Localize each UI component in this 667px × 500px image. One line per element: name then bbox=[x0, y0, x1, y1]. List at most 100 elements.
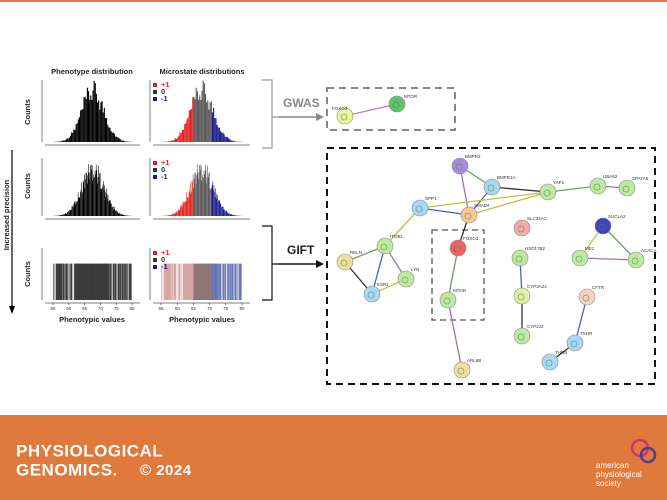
illustrative-bar bbox=[229, 213, 230, 216]
illustrative-bar bbox=[168, 215, 170, 216]
illustrative-bar bbox=[171, 214, 173, 216]
illustrative-bar bbox=[217, 195, 218, 216]
legend-swatch bbox=[153, 258, 157, 262]
illustrative-bar bbox=[90, 95, 92, 142]
x-tick-label: 80 bbox=[239, 306, 245, 311]
illustrative-bar bbox=[229, 213, 231, 216]
node-label: CYP3A24 bbox=[527, 284, 547, 289]
illustrative-bar bbox=[231, 214, 233, 216]
illustrative-bar bbox=[83, 182, 85, 216]
protein-structure bbox=[545, 359, 553, 367]
illustrative-bar bbox=[173, 139, 175, 142]
illustrative-bar bbox=[182, 202, 184, 216]
illustrative-bar bbox=[174, 138, 176, 142]
gift-box bbox=[326, 147, 656, 385]
node-label: SLC34A1 bbox=[527, 216, 547, 221]
illustrative-bar bbox=[102, 184, 104, 216]
illustrative-bar bbox=[100, 102, 102, 142]
illustrative-bar bbox=[179, 209, 181, 216]
illustrative-bar bbox=[235, 215, 236, 216]
legend-label: -1 bbox=[161, 262, 168, 271]
illustrative-bar bbox=[94, 83, 96, 142]
illustrative-bar bbox=[60, 141, 62, 142]
illustrative-bar bbox=[219, 200, 221, 216]
illustrative-bar bbox=[110, 131, 112, 142]
protein-node bbox=[571, 249, 589, 267]
illustrative-bar bbox=[226, 211, 228, 216]
column-title: Phenotype distribution bbox=[51, 67, 133, 76]
illustrative-bar bbox=[79, 197, 81, 216]
protein-structure bbox=[593, 183, 601, 191]
protein-node bbox=[388, 95, 406, 113]
illustrative-bar bbox=[105, 197, 107, 216]
legend-label: -1 bbox=[161, 172, 168, 181]
illustrative-bar bbox=[202, 178, 204, 216]
illustrative-bar bbox=[211, 187, 212, 216]
illustrative-bar bbox=[70, 210, 72, 216]
protein-node bbox=[453, 361, 471, 379]
protein-structure bbox=[570, 340, 578, 348]
illustrative-bar bbox=[191, 191, 192, 216]
illustrative-bar bbox=[182, 129, 185, 142]
publisher: physiological bbox=[596, 470, 642, 479]
protein-structure bbox=[517, 225, 525, 233]
illustrative-bar bbox=[81, 193, 83, 216]
illustrative-bar bbox=[177, 137, 179, 142]
illustrative-bar bbox=[101, 189, 103, 216]
protein-structure bbox=[401, 276, 409, 284]
illustrative-bar bbox=[59, 141, 61, 142]
illustrative-bar bbox=[231, 214, 232, 216]
protein-structure bbox=[453, 245, 461, 253]
illustrative-bar bbox=[195, 87, 197, 142]
illustrative-bar bbox=[226, 210, 227, 216]
illustrative-bar bbox=[117, 137, 119, 142]
illustrative-bar bbox=[173, 213, 174, 216]
illustrative-bar bbox=[117, 212, 119, 216]
illustrative-bar bbox=[170, 214, 172, 216]
illustrative-bar bbox=[122, 214, 124, 216]
illustrative-bar bbox=[87, 91, 90, 142]
illustrative-bar bbox=[180, 205, 181, 216]
protein-structure bbox=[631, 257, 639, 265]
illustrative-bar bbox=[89, 178, 90, 216]
illustrative-bar bbox=[215, 188, 216, 216]
illustrative-bar bbox=[216, 124, 218, 142]
illustrative-bar bbox=[178, 210, 180, 216]
illustrative-bar bbox=[69, 209, 70, 216]
illustrative-bar bbox=[80, 192, 81, 216]
illustrative-bar bbox=[108, 127, 110, 142]
highlight-box bbox=[431, 229, 485, 321]
illustrative-bar bbox=[113, 206, 115, 216]
illustrative-bar bbox=[119, 138, 121, 142]
illustrative-bar bbox=[87, 164, 89, 216]
interaction-edge bbox=[344, 103, 398, 117]
protein-node bbox=[627, 251, 645, 269]
protein-node bbox=[589, 177, 607, 195]
illustrative-bar bbox=[71, 209, 72, 216]
illustrative-bar bbox=[120, 214, 122, 216]
illustrative-bar bbox=[116, 136, 118, 142]
protein-node bbox=[439, 291, 457, 309]
protein-structure bbox=[443, 297, 451, 305]
x-tick-label: 65 bbox=[191, 306, 197, 311]
interaction-edge bbox=[459, 165, 470, 216]
illustrative-bar bbox=[231, 140, 233, 142]
illustrative-bar bbox=[123, 215, 125, 216]
illustrative-bar bbox=[208, 173, 210, 216]
illustrative-bar bbox=[120, 140, 122, 142]
illustrative-bar bbox=[112, 206, 114, 216]
protein-node bbox=[483, 178, 501, 196]
protein-structure bbox=[392, 101, 400, 109]
illustrative-bar bbox=[210, 189, 212, 216]
protein-structure bbox=[517, 333, 525, 341]
interaction-edge bbox=[491, 186, 549, 193]
illustrative-bar bbox=[71, 132, 73, 142]
illustrative-bar bbox=[225, 210, 227, 216]
illustrative-bar bbox=[208, 109, 210, 142]
illustrative-bar bbox=[121, 140, 123, 142]
legend-swatch bbox=[153, 168, 157, 172]
illustrative-bar bbox=[59, 215, 60, 216]
illustrative-bar bbox=[236, 215, 237, 216]
illustrative-bar bbox=[73, 202, 75, 216]
illustrative-bar bbox=[99, 172, 101, 216]
